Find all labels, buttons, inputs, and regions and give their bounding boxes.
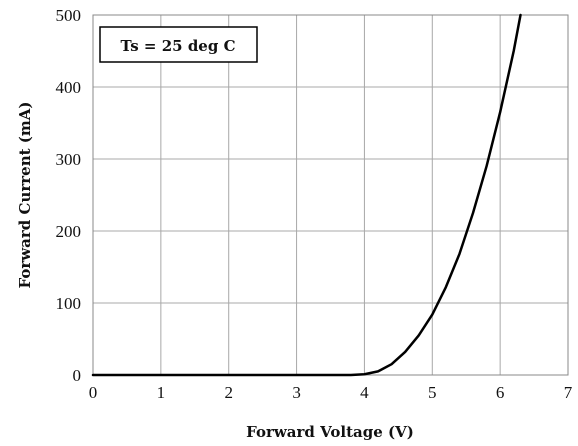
- annotation-box: Ts = 25 deg C: [99, 26, 258, 63]
- x-tick-label: 6: [496, 383, 505, 402]
- y-tick-label: 200: [56, 222, 82, 241]
- y-tick-label: 500: [56, 6, 82, 25]
- x-tick-label: 4: [360, 383, 369, 402]
- series-layer: [91, 13, 522, 377]
- x-tick-label: 7: [564, 383, 573, 402]
- x-tick-label: 3: [292, 383, 301, 402]
- series-line-0: [91, 13, 522, 377]
- x-tick-label: 2: [224, 383, 233, 402]
- y-tick-label: 100: [56, 294, 82, 313]
- x-tick-label: 0: [89, 383, 98, 402]
- y-axis-title: Forward Current (mA): [16, 102, 34, 289]
- tick-labels: 0 1 2 3 4 5 6 7 0 100 200 300 400 500: [56, 6, 573, 402]
- plot-area: [93, 15, 568, 375]
- y-tick-label: 400: [56, 78, 82, 97]
- y-tick-label: 0: [73, 366, 82, 385]
- x-tick-label: 5: [428, 383, 437, 402]
- x-axis-title: Forward Voltage (V): [246, 423, 414, 441]
- x-tick-label: 1: [157, 383, 166, 402]
- y-tick-label: 300: [56, 150, 82, 169]
- annotation-text: Ts = 25 deg C: [120, 37, 235, 55]
